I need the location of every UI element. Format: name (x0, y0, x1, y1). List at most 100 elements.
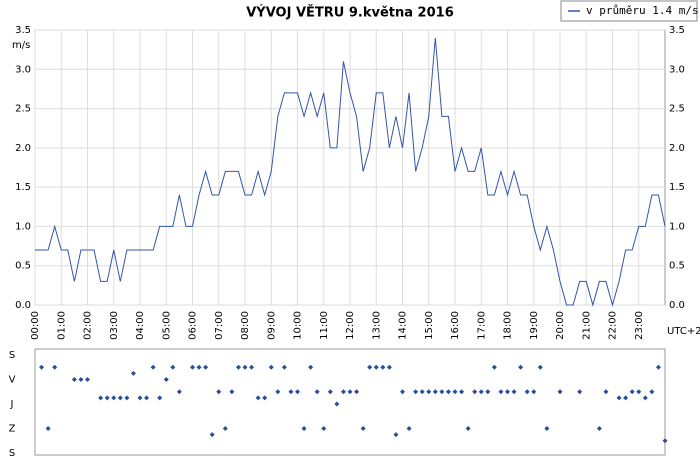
direction-point (229, 389, 235, 395)
y-tick-label: 3.5 (15, 25, 31, 36)
y-tick-label: 0.5 (15, 261, 31, 272)
x-tick-label: 16:00 (450, 311, 461, 340)
direction-point (524, 389, 530, 395)
direction-point (413, 389, 419, 395)
x-tick-label: 12:00 (345, 311, 356, 340)
direction-point (655, 364, 661, 370)
direction-point (662, 438, 668, 444)
direction-point (176, 389, 182, 395)
direction-point (544, 426, 550, 431)
legend-box (560, 0, 698, 22)
direction-point (144, 395, 150, 401)
direction-point (511, 389, 517, 395)
x-tick-label: 08:00 (240, 311, 251, 340)
direction-point (531, 389, 537, 395)
y-tick-label: 3.0 (15, 64, 31, 75)
y-tick-label: 2.0 (15, 143, 31, 154)
direction-point (85, 377, 90, 382)
direction-point (439, 389, 445, 395)
direction-point (281, 364, 287, 370)
direction-point (268, 364, 274, 370)
y2-tick-label: 1.0 (669, 221, 685, 232)
direction-point (301, 426, 307, 431)
x-tick-label: 04:00 (135, 311, 146, 340)
direction-point (419, 389, 425, 395)
x-tick-label: 22:00 (608, 311, 619, 340)
x-tick-label: 13:00 (371, 311, 382, 340)
direction-point (478, 389, 484, 395)
x-tick-label: 17:00 (476, 311, 487, 340)
direction-point (354, 389, 360, 395)
direction-point (373, 364, 379, 370)
direction-point (623, 395, 629, 401)
direction-point (432, 389, 438, 395)
direction-point (216, 389, 222, 395)
direction-point (235, 364, 241, 370)
y-tick-label: J (10, 399, 14, 410)
direction-point (190, 364, 195, 370)
direction-point (242, 364, 248, 370)
direction-point (295, 389, 300, 395)
direction-point (130, 370, 136, 376)
x-tick-label: 15:00 (424, 311, 435, 340)
direction-point (649, 389, 655, 395)
direction-point (111, 395, 117, 401)
direction-point (78, 377, 84, 382)
wind-speed-line (35, 37, 666, 307)
direction-point (636, 389, 642, 395)
y2-tick-label: 2.5 (669, 104, 685, 115)
direction-point (459, 389, 465, 395)
y2-tick-label: 2.0 (669, 143, 685, 154)
x-tick-label: 11:00 (319, 311, 330, 340)
direction-point (445, 389, 451, 395)
direction-point (222, 426, 228, 431)
direction-point (45, 426, 51, 431)
direction-point (629, 389, 635, 395)
direction-point (52, 364, 58, 370)
direction-point (596, 426, 602, 431)
direction-point (334, 401, 340, 407)
direction-point (491, 364, 497, 370)
direction-point (39, 364, 45, 370)
direction-point (275, 389, 281, 395)
y-tick-label: 0.0 (15, 300, 31, 311)
direction-point (157, 395, 163, 401)
direction-point (642, 395, 648, 401)
direction-point (537, 364, 543, 370)
x-tick-label: 03:00 (109, 311, 120, 340)
direction-point (347, 389, 353, 395)
x-tick-label: 23:00 (634, 311, 645, 340)
direction-point (557, 389, 563, 395)
direction-point (196, 364, 202, 370)
direction-point (124, 395, 130, 401)
direction-point (505, 389, 510, 395)
y-tick-label: S (9, 448, 15, 459)
x-tick-label: 14:00 (398, 311, 409, 340)
y-tick-label: 1.5 (15, 182, 31, 193)
direction-point (386, 364, 392, 370)
x-tick-label: 10:00 (293, 311, 304, 340)
x-tick-label: 18:00 (503, 311, 514, 340)
direction-point (485, 389, 491, 395)
direction-point (137, 395, 143, 401)
direction-point (249, 364, 255, 370)
direction-point (209, 432, 215, 438)
direction-point (321, 426, 327, 431)
direction-point (603, 389, 609, 395)
direction-point (498, 389, 504, 395)
direction-point (104, 395, 110, 401)
y2-tick-label: 1.5 (669, 182, 685, 193)
x-tick-label: 21:00 (581, 311, 592, 340)
x-tick-label: 02:00 (83, 311, 94, 340)
y-tick-label: V (9, 375, 16, 386)
y2-tick-label: 3.0 (669, 64, 685, 75)
direction-point (150, 364, 156, 370)
direction-point (288, 389, 294, 395)
direction-point (314, 389, 320, 395)
plot-area (34, 348, 666, 456)
y-tick-label: S (9, 350, 15, 361)
y2-tick-label: 0.5 (669, 261, 685, 272)
x-tick-label: 06:00 (188, 311, 199, 340)
x-tick-label: 05:00 (161, 311, 172, 340)
